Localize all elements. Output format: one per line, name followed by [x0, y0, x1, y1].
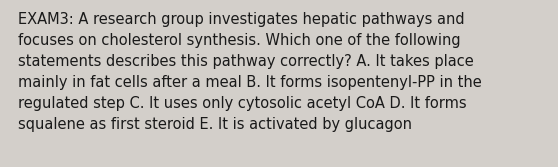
Text: EXAM3: A research group investigates hepatic pathways and
focuses on cholesterol: EXAM3: A research group investigates hep… [18, 12, 482, 132]
